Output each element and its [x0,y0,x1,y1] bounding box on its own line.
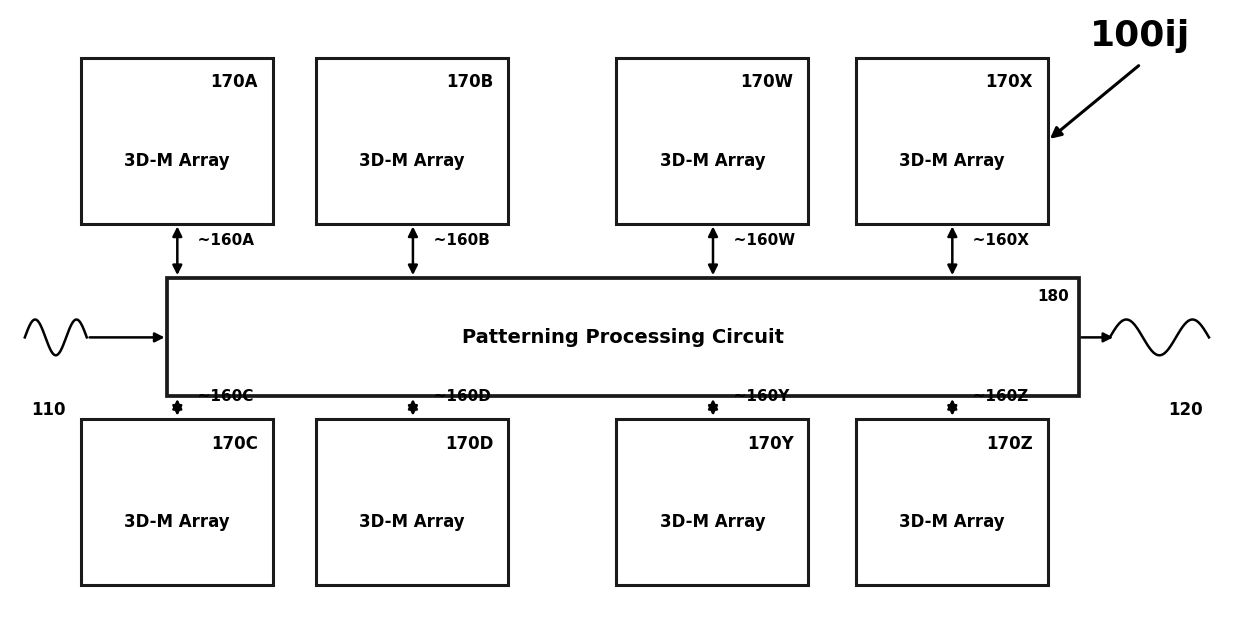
Text: 110: 110 [31,401,66,419]
Text: 3D-M Array: 3D-M Array [899,151,1004,169]
Text: 3D-M Array: 3D-M Array [660,151,765,169]
Text: ~160Y: ~160Y [723,389,790,404]
Text: ~160C: ~160C [187,389,254,404]
Text: 170W: 170W [740,73,794,91]
Text: ~160X: ~160X [962,233,1029,248]
Text: 3D-M Array: 3D-M Array [360,512,465,530]
Text: 170X: 170X [986,73,1033,91]
Bar [616,419,808,585]
Text: 3D-M Array: 3D-M Array [899,512,1004,530]
Bar [856,419,1048,585]
Text: 170Z: 170Z [986,435,1033,452]
Bar [856,58,1048,224]
Text: 120: 120 [1168,401,1203,419]
Text: 170B: 170B [446,73,494,91]
Text: 3D-M Array: 3D-M Array [660,512,765,530]
Bar [81,419,273,585]
Text: 3D-M Array: 3D-M Array [360,151,465,169]
Bar [616,58,808,224]
Text: ~160B: ~160B [423,233,490,248]
Text: 3D-M Array: 3D-M Array [124,151,229,169]
Bar [316,419,508,585]
Text: 170D: 170D [445,435,494,452]
Text: ~160A: ~160A [187,233,254,248]
Text: ~160W: ~160W [723,233,795,248]
Bar [316,58,508,224]
Text: 170Y: 170Y [746,435,794,452]
Bar [81,58,273,224]
Text: 170A: 170A [211,73,258,91]
Text: ~160D: ~160D [423,389,491,404]
Text: 170C: 170C [211,435,258,452]
Text: 100ij: 100ij [1090,19,1190,53]
Text: 180: 180 [1037,289,1069,304]
Text: 3D-M Array: 3D-M Array [124,512,229,530]
Text: ~160Z: ~160Z [962,389,1028,404]
Bar [167,278,1079,396]
Text: Patterning Processing Circuit: Patterning Processing Circuit [463,328,784,346]
